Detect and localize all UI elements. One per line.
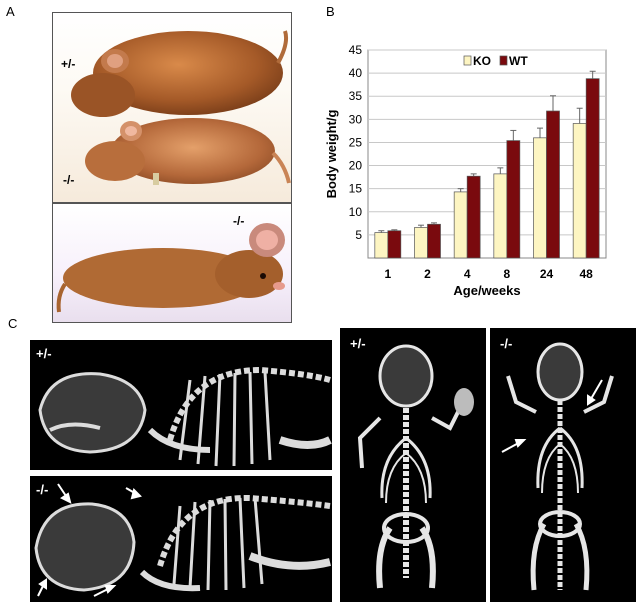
genotype-label-het: +/- bbox=[61, 57, 76, 71]
y-tick-label: 45 bbox=[349, 43, 363, 57]
xray-lateral-ko-image bbox=[34, 483, 331, 597]
bar-ko bbox=[414, 227, 428, 259]
bar-wt bbox=[506, 140, 521, 259]
bar-wt bbox=[585, 78, 600, 259]
y-axis-label: Body weight/g bbox=[324, 110, 339, 199]
xray-lateral-ko: -/- bbox=[30, 476, 332, 602]
y-tick-label: 40 bbox=[349, 66, 363, 80]
bar-ko bbox=[374, 232, 389, 259]
genotype-label-ko-single: -/- bbox=[233, 214, 245, 228]
panel-label-c: C bbox=[8, 316, 18, 331]
bar-ko bbox=[493, 173, 508, 259]
bar-ko bbox=[533, 137, 547, 259]
y-tick-label: 15 bbox=[349, 182, 363, 196]
x-tick-label: 2 bbox=[424, 267, 431, 281]
arrow-icon bbox=[37, 483, 142, 597]
bar-wt bbox=[466, 175, 481, 259]
mouse-photo-single: -/- bbox=[52, 203, 292, 323]
legend-swatch-ko bbox=[463, 55, 472, 66]
bar-wt bbox=[546, 110, 560, 259]
arrow-icon bbox=[501, 379, 603, 453]
x-axis-label: Age/weeks bbox=[453, 283, 520, 298]
legend-swatch-wt bbox=[499, 55, 508, 66]
xray-dorsal-ko: -/- bbox=[490, 328, 636, 602]
y-tick-label: 10 bbox=[349, 205, 363, 219]
mouse-photo-pair: +/- -/- bbox=[52, 12, 292, 203]
panel-label-b: B bbox=[326, 4, 335, 19]
bar-ko bbox=[572, 123, 587, 259]
panel-label-a: A bbox=[6, 4, 15, 19]
xray-label-dorsal-het: +/- bbox=[350, 336, 366, 351]
bar-wt bbox=[387, 230, 402, 259]
y-tick-label: 20 bbox=[349, 159, 363, 173]
y-tick-label: 5 bbox=[355, 228, 362, 242]
het-mouse-body bbox=[93, 31, 283, 115]
xray-dorsal-het: +/- bbox=[340, 328, 486, 602]
xray-label-dorsal-ko: -/- bbox=[500, 336, 513, 351]
xray-lateral-het: +/- bbox=[30, 340, 332, 470]
plot-area bbox=[367, 49, 607, 259]
ko-mouse-single-body bbox=[63, 248, 263, 308]
x-tick-label: 48 bbox=[579, 267, 593, 281]
xray-label-lateral-ko: -/- bbox=[36, 482, 49, 497]
mouse-pair-illustration bbox=[71, 30, 291, 185]
xray-dorsal-ko-image bbox=[501, 342, 614, 591]
x-tick-label: 1 bbox=[384, 267, 391, 281]
genotype-label-ko: -/- bbox=[63, 173, 75, 187]
y-tick-label: 25 bbox=[349, 135, 363, 149]
y-tick-label: 30 bbox=[349, 112, 363, 126]
legend-label-ko: KO bbox=[473, 54, 491, 68]
ko-mouse-body bbox=[111, 118, 275, 184]
xray-label-lateral-het: +/- bbox=[36, 346, 52, 361]
ko-mouse-illustration bbox=[56, 223, 285, 313]
xray-dorsal-het-image bbox=[357, 344, 474, 589]
bar-wt bbox=[427, 223, 441, 259]
y-tick-label: 35 bbox=[349, 89, 363, 103]
x-tick-label: 8 bbox=[503, 267, 510, 281]
xray-lateral-het-image bbox=[38, 366, 332, 467]
legend-label-wt: WT bbox=[509, 54, 528, 68]
x-tick-label: 4 bbox=[464, 267, 471, 281]
bar-ko bbox=[453, 191, 468, 259]
x-tick-label: 24 bbox=[540, 267, 554, 281]
